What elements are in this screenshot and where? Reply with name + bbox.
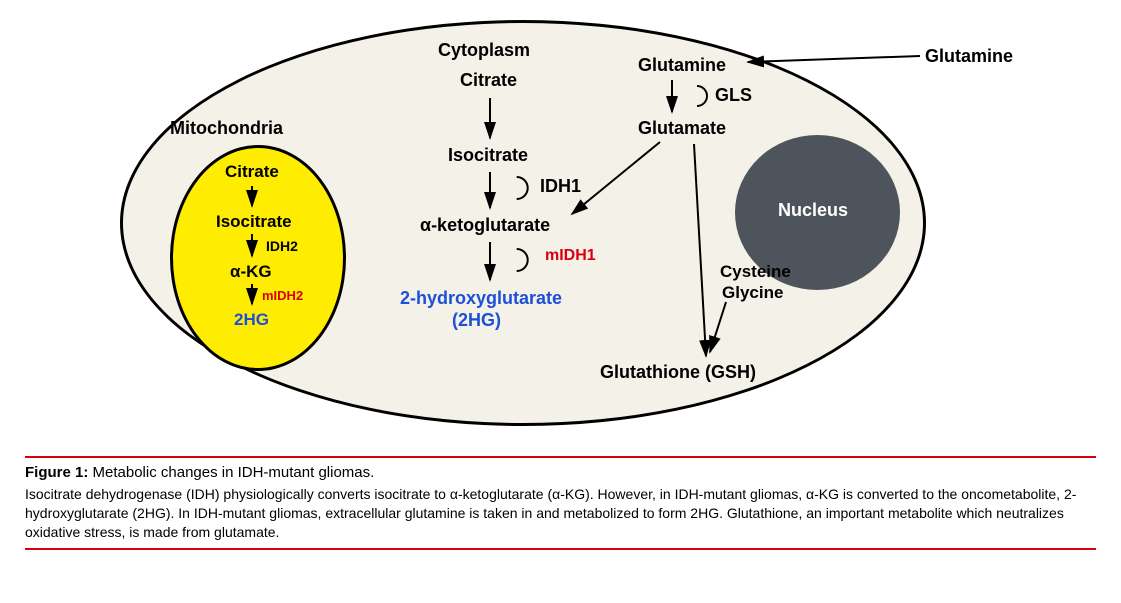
caption-rule-bottom <box>25 548 1096 550</box>
label-akg_c: α-ketoglutarate <box>420 215 550 236</box>
glutamine-in-arrow <box>748 56 920 62</box>
label-m_midh2: mIDH2 <box>262 288 303 303</box>
label-cytoplasm: Cytoplasm <box>438 40 530 61</box>
label-glutamine_in: Glutamine <box>638 55 726 76</box>
label-m_citrate: Citrate <box>225 162 279 182</box>
label-m_2hg: 2HG <box>234 310 269 330</box>
label-glutamine_out: Glutamine <box>925 46 1013 67</box>
label-m_idh2: IDH2 <box>266 238 298 254</box>
label-m_akg: α-KG <box>230 262 272 282</box>
diagram-canvas: Cytoplasm Glutamine Glutamine GLS Glutamate M… <box>0 0 1121 450</box>
label-cysteine: Cysteine <box>720 262 791 282</box>
label-twohg_c_l1: 2-hydroxyglutarate <box>400 288 562 309</box>
caption-body: Isocitrate dehydrogenase (IDH) physiolog… <box>25 485 1096 542</box>
label-glycine: Glycine <box>722 283 783 303</box>
label-isocitrate_c: Isocitrate <box>448 145 528 166</box>
caption-title-text: Metabolic changes in IDH-mutant gliomas. <box>93 464 375 481</box>
label-idh1: IDH1 <box>540 176 581 197</box>
label-citrate_c: Citrate <box>460 70 517 91</box>
label-m_isocitrate: Isocitrate <box>216 212 292 232</box>
label-midh1: mIDH1 <box>545 247 596 265</box>
label-twohg_c_l2: (2HG) <box>452 310 501 331</box>
label-gls: GLS <box>715 85 752 106</box>
label-glutamate: Glutamate <box>638 118 726 139</box>
label-nucleus_lbl: Nucleus <box>778 200 848 221</box>
caption-rule-top <box>25 456 1096 458</box>
label-gsh: Glutathione (GSH) <box>600 362 756 383</box>
caption-title: Figure 1: Metabolic changes in IDH-mutan… <box>25 464 1096 481</box>
label-mito_title: Mitochondria <box>170 118 283 139</box>
caption-title-prefix: Figure 1: <box>25 464 93 481</box>
caption-block: Figure 1: Metabolic changes in IDH-mutan… <box>25 456 1096 550</box>
